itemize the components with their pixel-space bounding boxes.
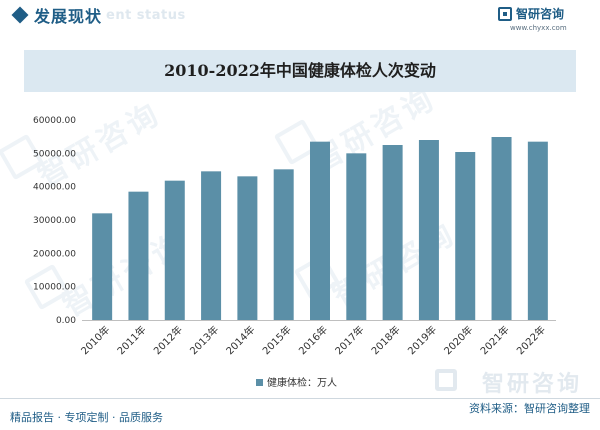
x-tick-label: 2012年 <box>151 323 185 357</box>
bar <box>346 153 367 320</box>
section-header: 发展现状 ent status 智研咨询 www.chyxx.com <box>0 0 600 40</box>
section-subtitle: ent status <box>106 8 186 23</box>
x-tick-label: 2016年 <box>296 323 330 357</box>
y-tick-label: 30000.00 <box>33 216 76 226</box>
legend: 健康体检：万人 <box>256 376 337 389</box>
footer-source: 资料来源：智研咨询整理 <box>469 402 590 415</box>
chart-title-box: 2010-2022年中国健康体检人次变动 <box>24 50 576 92</box>
y-tick-label: 20000.00 <box>33 249 76 259</box>
y-tick-label: 50000.00 <box>33 149 76 159</box>
y-tick-label: 40000.00 <box>33 183 76 193</box>
x-tick-label: 2021年 <box>477 323 511 357</box>
brand-watermark-logo-icon <box>435 369 457 391</box>
bars <box>92 137 548 320</box>
footer-slogan: 精品报告 · 专项定制 · 品质服务 <box>10 411 163 424</box>
bar <box>491 137 512 320</box>
y-tick-label: 0.00 <box>56 316 76 326</box>
y-tick-label: 60000.00 <box>33 116 76 126</box>
brand-url: www.chyxx.com <box>510 24 567 32</box>
section-title: 发展现状 <box>34 7 103 26</box>
y-axis-labels: 0.00 10000.00 20000.00 30000.00 40000.00 5000… <box>33 116 76 326</box>
brand-watermark: 智研咨询 <box>481 372 582 397</box>
x-tick-label: 2022年 <box>514 323 548 357</box>
bar-chart: 0.00 10000.00 20000.00 30000.00 40000.00 5000… <box>33 116 556 389</box>
brand-logo-icon <box>498 7 512 21</box>
x-tick-label: 2010年 <box>78 323 112 357</box>
x-tick-label: 2017年 <box>332 323 366 357</box>
bar <box>128 191 149 320</box>
bar <box>310 141 330 320</box>
legend-swatch <box>256 379 263 386</box>
x-axis-labels: 2010年 2011年 2012年 2013年 2014年 2015年 2016年 2017年… <box>78 323 548 357</box>
x-tick-label: 2014年 <box>223 323 257 357</box>
y-tick-label: 10000.00 <box>33 283 76 293</box>
bar <box>237 176 258 320</box>
x-tick-label: 2015年 <box>260 323 294 357</box>
footer: 精品报告 · 专项定制 · 品质服务 资料来源：智研咨询整理 <box>0 398 600 430</box>
x-tick-label: 2020年 <box>441 323 475 357</box>
legend-label: 健康体检：万人 <box>267 376 337 389</box>
x-tick-label: 2018年 <box>368 323 402 357</box>
x-tick-label: 2013年 <box>187 323 221 357</box>
brand-logo-block: 智研咨询 www.chyxx.com <box>498 4 588 36</box>
bar <box>201 171 222 320</box>
x-tick-label: 2019年 <box>405 323 439 357</box>
bar <box>273 169 294 320</box>
bar <box>527 141 548 320</box>
bar <box>92 213 113 320</box>
x-tick-label: 2011年 <box>114 323 148 357</box>
footer-divider <box>0 398 600 399</box>
brand-name: 智研咨询 <box>516 7 565 21</box>
bar <box>382 145 403 320</box>
bar <box>164 180 185 320</box>
bar <box>418 140 439 320</box>
bar <box>455 152 476 320</box>
chart-title: 2010-2022年中国健康体检人次变动 <box>164 61 436 80</box>
